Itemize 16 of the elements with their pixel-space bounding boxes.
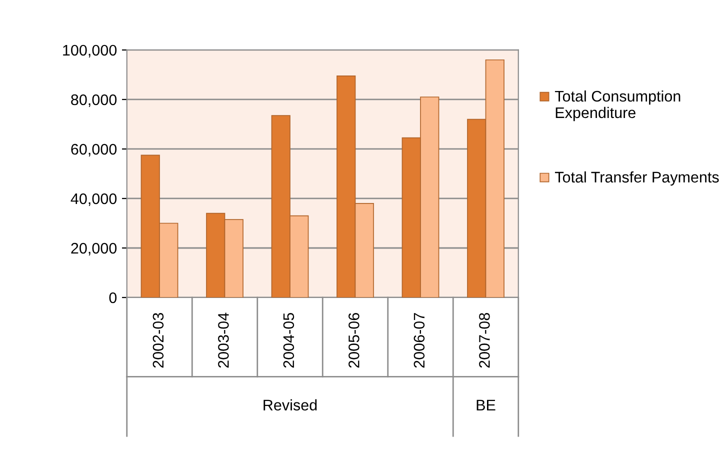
legend-label: Total Consumption Expenditure: [554, 90, 680, 122]
y-tick-label: 100,000: [63, 44, 117, 58]
x-tick-label: 2005-06: [348, 313, 360, 368]
x-tick-label: 2002-03: [152, 313, 164, 368]
x-tick-label: 2007-08: [479, 313, 490, 368]
x-tick-label: 2006-07: [414, 313, 425, 368]
legend-label: Total Transfer Payments: [554, 171, 719, 186]
y-tick-label: 40,000: [70, 193, 117, 206]
text: BE: [476, 400, 496, 410]
text: Revised: [264, 399, 317, 411]
y-tick-label: 80,000: [71, 94, 117, 107]
y-tick-label: 60,000: [71, 144, 117, 156]
y-tick-label: 20,000: [71, 242, 117, 256]
x-tick-label: 2004-05: [283, 312, 294, 368]
y-tick-label: 0: [109, 292, 117, 304]
x-tick-label: 2003-04: [218, 312, 229, 368]
